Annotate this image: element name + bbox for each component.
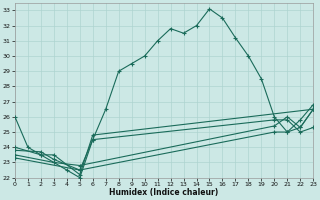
X-axis label: Humidex (Indice chaleur): Humidex (Indice chaleur): [109, 188, 219, 197]
